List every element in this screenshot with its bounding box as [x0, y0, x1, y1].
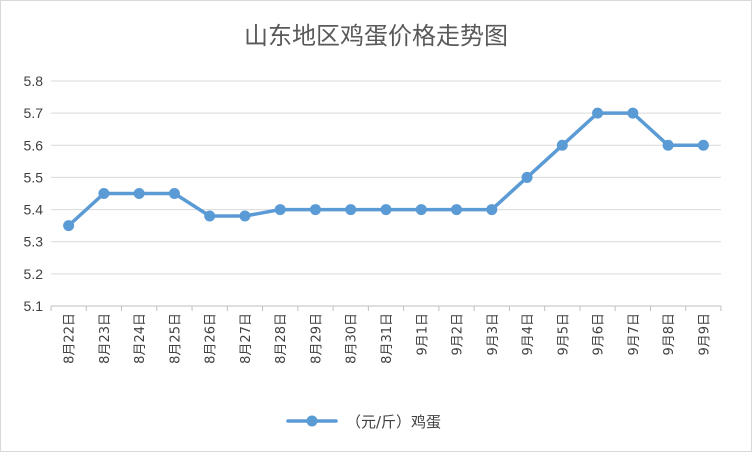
- x-tick-label: 9月7日: [627, 313, 642, 356]
- legend: （元/斤）鸡蛋: [286, 413, 441, 431]
- legend-label: （元/斤）鸡蛋: [346, 413, 441, 431]
- y-tick-label: 5.7: [24, 105, 44, 121]
- data-point: [168, 188, 180, 199]
- x-tick-label: 9月6日: [592, 313, 607, 356]
- x-tick-label: 8月24日: [133, 313, 148, 364]
- y-axis-ticks: 5.1 5.2 5.3 5.4 5.5 5.6 5.7 5.8: [24, 73, 44, 314]
- x-tick-label: 9月1日: [415, 313, 430, 356]
- data-point: [309, 204, 321, 216]
- x-tick-label: 8月28日: [274, 313, 289, 364]
- data-point: [98, 188, 110, 199]
- x-tick-label: 9月9日: [697, 313, 712, 356]
- y-tick-label: 5.2: [24, 266, 44, 282]
- x-tick-label: 9月2日: [451, 313, 466, 356]
- data-point: [133, 188, 145, 199]
- data-point: [274, 204, 286, 216]
- data-point: [415, 204, 427, 216]
- chart-title: 山东地区鸡蛋价格走势图: [244, 22, 508, 50]
- legend-point-marker: [306, 415, 318, 427]
- x-tick-label: 8月30日: [345, 313, 360, 364]
- x-tick-label: 9月8日: [662, 313, 677, 356]
- data-point: [239, 210, 251, 222]
- series-layer: [63, 107, 709, 232]
- data-point: [451, 204, 463, 216]
- x-tick-label: 9月4日: [521, 313, 536, 356]
- x-axis-ticks: 8月22日 8月23日 8月24日 8月25日 8月26日 8月27日 8月28日 8月29日…: [50, 306, 722, 364]
- y-tick-label: 5.5: [24, 169, 44, 185]
- data-point: [204, 210, 216, 222]
- x-tick-label: 8月31日: [380, 313, 395, 364]
- x-tick-label: 8月23日: [98, 313, 113, 364]
- data-point: [627, 107, 639, 119]
- y-tick-label: 5.1: [24, 298, 44, 314]
- x-tick-label: 8月29日: [309, 313, 324, 364]
- data-point: [662, 139, 674, 151]
- grid-layer: [51, 80, 721, 307]
- data-point: [521, 171, 533, 183]
- x-tick-label: 8月26日: [204, 313, 219, 364]
- data-point: [63, 220, 75, 232]
- data-point: [380, 204, 392, 216]
- y-tick-label: 5.4: [24, 202, 44, 218]
- data-point: [592, 107, 604, 119]
- data-point: [556, 139, 568, 151]
- x-tick-label: 9月5日: [556, 313, 571, 356]
- y-tick-label: 5.6: [24, 137, 44, 153]
- data-point: [697, 139, 709, 151]
- y-tick-label: 5.3: [24, 234, 44, 250]
- data-point: [345, 204, 357, 216]
- x-tick-label: 8月22日: [63, 313, 78, 364]
- data-point: [486, 204, 498, 216]
- y-tick-label: 5.8: [24, 73, 44, 89]
- x-tick-label: 8月25日: [168, 313, 183, 364]
- x-tick-label: 9月3日: [486, 313, 501, 356]
- x-tick-label: 8月27日: [239, 313, 254, 364]
